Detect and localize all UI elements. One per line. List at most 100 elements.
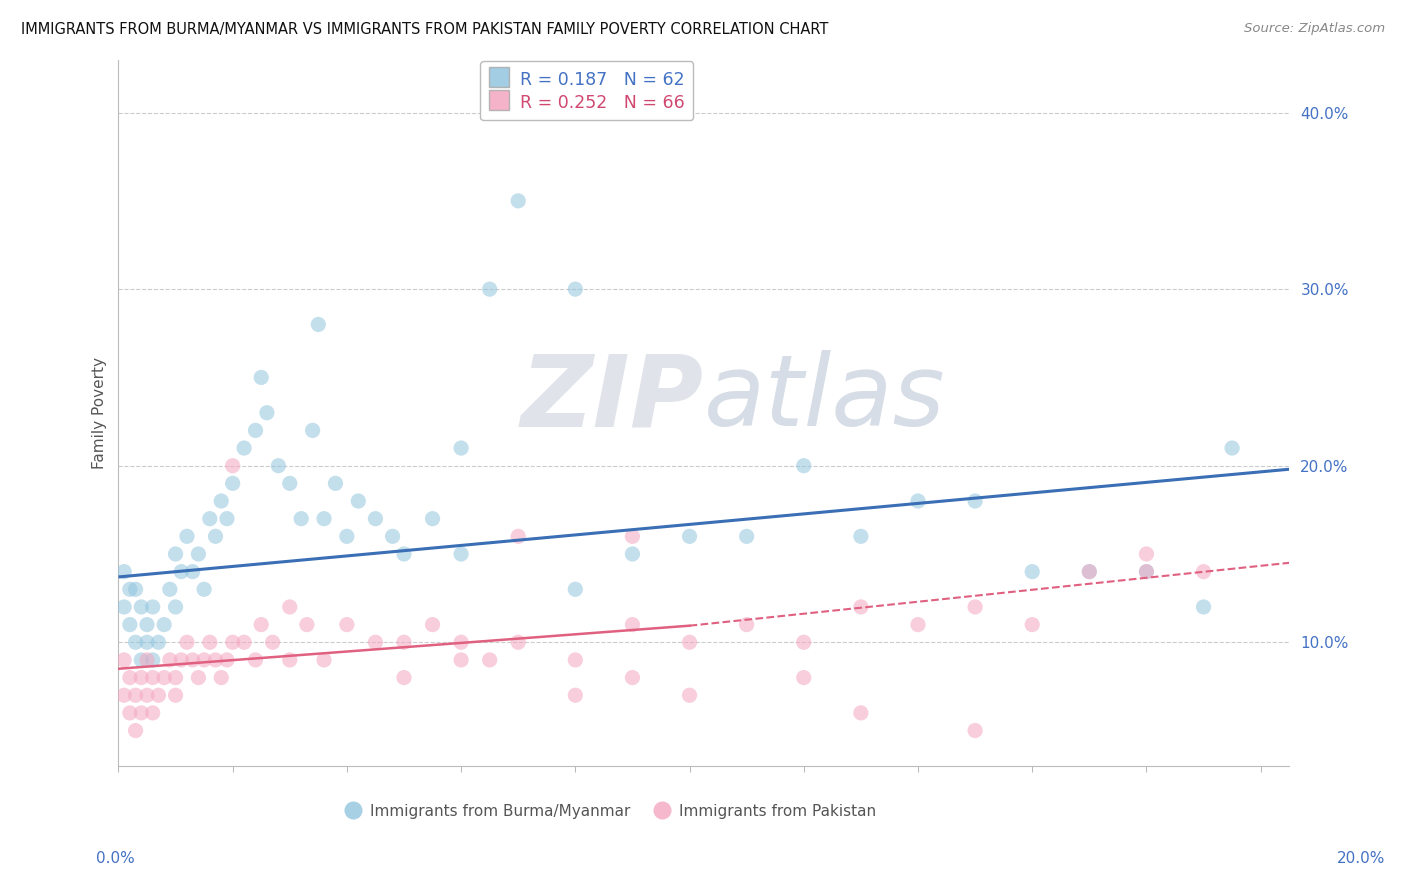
Point: [392, 547, 415, 561]
Point: [136, 635, 159, 649]
Point: [112, 565, 135, 579]
Point: [849, 706, 872, 720]
Point: [170, 565, 193, 579]
Point: [965, 494, 987, 508]
Point: [478, 653, 501, 667]
Point: [142, 671, 165, 685]
Point: [198, 635, 221, 649]
Point: [215, 653, 238, 667]
Point: [678, 529, 700, 543]
Point: [118, 671, 141, 685]
Point: [204, 653, 226, 667]
Point: [245, 653, 267, 667]
Text: atlas: atlas: [704, 350, 945, 447]
Point: [621, 617, 644, 632]
Point: [278, 653, 301, 667]
Point: [336, 529, 359, 543]
Point: [478, 282, 501, 296]
Point: [307, 318, 329, 332]
Point: [112, 599, 135, 614]
Point: [250, 370, 273, 384]
Point: [124, 635, 146, 649]
Point: [965, 599, 987, 614]
Point: [364, 511, 387, 525]
Point: [165, 688, 187, 702]
Point: [112, 653, 135, 667]
Point: [621, 547, 644, 561]
Point: [165, 547, 187, 561]
Point: [187, 671, 209, 685]
Point: [793, 635, 815, 649]
Point: [221, 458, 243, 473]
Point: [142, 653, 165, 667]
Point: [347, 494, 370, 508]
Point: [250, 617, 273, 632]
Point: [118, 582, 141, 597]
Point: [621, 671, 644, 685]
Point: [129, 599, 152, 614]
Point: [136, 617, 159, 632]
Point: [325, 476, 347, 491]
Y-axis label: Family Poverty: Family Poverty: [93, 357, 107, 468]
Point: [148, 635, 170, 649]
Point: [907, 494, 929, 508]
Point: [142, 706, 165, 720]
Text: 20.0%: 20.0%: [1337, 851, 1385, 865]
Point: [1192, 599, 1215, 614]
Point: [1192, 565, 1215, 579]
Point: [245, 424, 267, 438]
Point: [392, 635, 415, 649]
Point: [193, 653, 215, 667]
Point: [312, 653, 335, 667]
Point: [422, 511, 444, 525]
Point: [159, 653, 181, 667]
Point: [564, 688, 586, 702]
Point: [301, 424, 323, 438]
Point: [209, 494, 232, 508]
Point: [1021, 617, 1043, 632]
Point: [148, 688, 170, 702]
Point: [262, 635, 284, 649]
Point: [278, 476, 301, 491]
Point: [312, 511, 335, 525]
Point: [215, 511, 238, 525]
Point: [295, 617, 318, 632]
Point: [256, 406, 278, 420]
Point: [136, 653, 159, 667]
Point: [849, 599, 872, 614]
Point: [678, 688, 700, 702]
Point: [1078, 565, 1101, 579]
Point: [422, 617, 444, 632]
Point: [176, 529, 198, 543]
Point: [849, 529, 872, 543]
Point: [450, 653, 472, 667]
Point: [170, 653, 193, 667]
Text: Source: ZipAtlas.com: Source: ZipAtlas.com: [1244, 22, 1385, 36]
Point: [1078, 565, 1101, 579]
Legend: Immigrants from Burma/Myanmar, Immigrants from Pakistan: Immigrants from Burma/Myanmar, Immigrant…: [337, 797, 883, 825]
Point: [1135, 565, 1157, 579]
Point: [1135, 565, 1157, 579]
Point: [221, 635, 243, 649]
Point: [450, 547, 472, 561]
Point: [136, 688, 159, 702]
Point: [221, 476, 243, 491]
Point: [450, 635, 472, 649]
Text: ZIP: ZIP: [520, 350, 704, 447]
Point: [181, 653, 204, 667]
Point: [508, 529, 530, 543]
Point: [364, 635, 387, 649]
Point: [165, 671, 187, 685]
Point: [129, 653, 152, 667]
Point: [153, 617, 176, 632]
Point: [508, 194, 530, 208]
Point: [181, 565, 204, 579]
Point: [450, 441, 472, 455]
Point: [1220, 441, 1243, 455]
Point: [735, 529, 758, 543]
Point: [564, 582, 586, 597]
Point: [336, 617, 359, 632]
Point: [392, 671, 415, 685]
Point: [621, 529, 644, 543]
Point: [124, 723, 146, 738]
